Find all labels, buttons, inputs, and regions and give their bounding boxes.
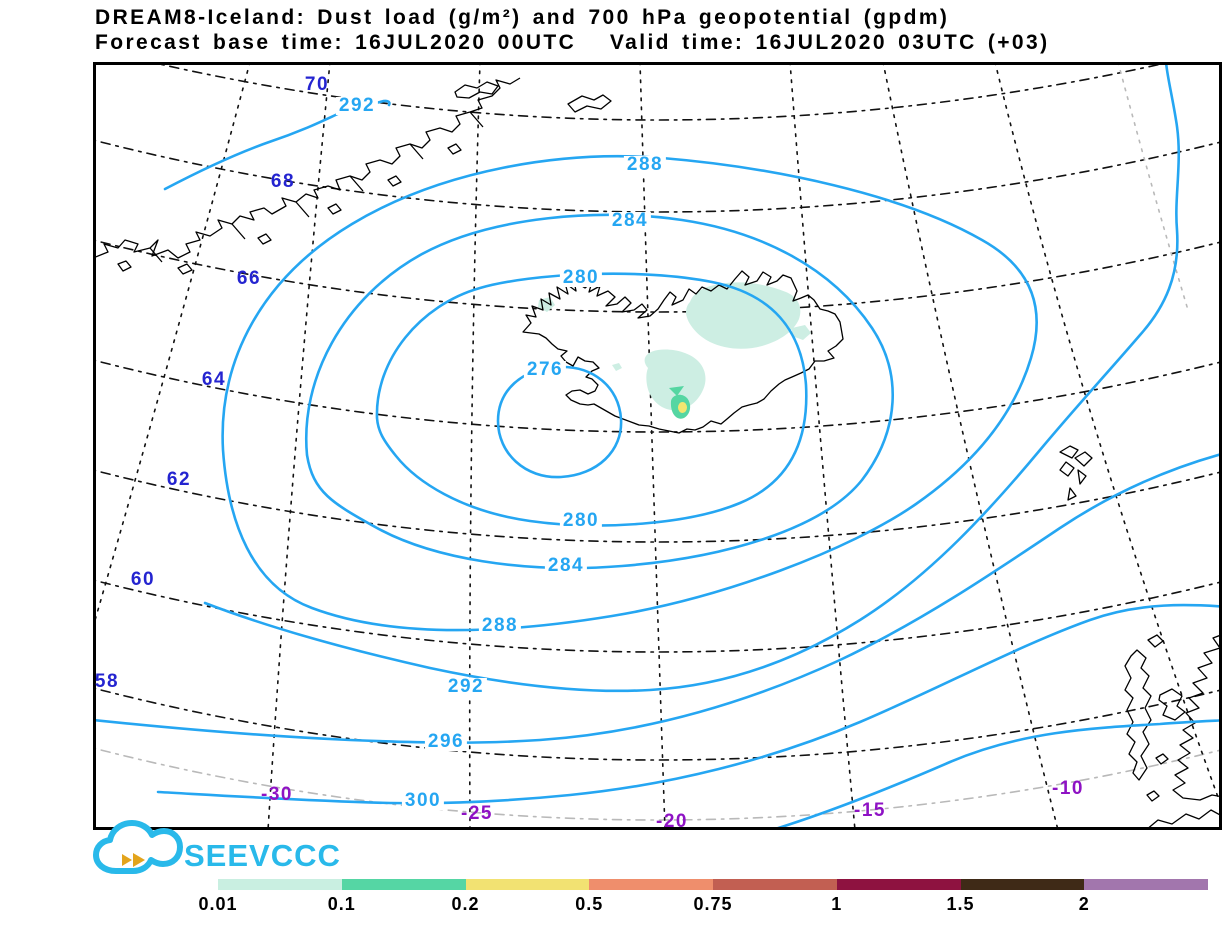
coastlines: [96, 77, 1219, 827]
seevccc-cloud-icon: [93, 820, 183, 874]
coastline-outer-hebrides: [1124, 634, 1169, 802]
legend-tick-label: 0.1: [327, 894, 356, 914]
contour-284-loop: [304, 213, 894, 570]
legend-tick-label: 0.01: [198, 894, 238, 914]
contour-300: [156, 603, 1219, 805]
legend-color-segment: 1.5: [946, 879, 1085, 914]
contour-280-loop: [375, 272, 808, 527]
legend-tick-label: 1: [831, 894, 843, 914]
dust-load-shading: [538, 282, 811, 419]
contour-292-main: [203, 65, 1181, 693]
dust-load-legend: 0.01 0.1 0.2 0.5 0.75 1 1.5 2: [198, 879, 1208, 914]
map-subtitle-times: Forecast base time: 16JUL2020 00UTC Vali…: [95, 31, 1050, 54]
map-title: DREAM8-Iceland: Dust load (g/m²) and 700…: [95, 6, 950, 29]
dust-hotspot: [678, 402, 687, 413]
map-frame: [93, 62, 1222, 830]
legend-tick-label: 0.2: [451, 894, 480, 914]
coastline-scotland: [1148, 635, 1219, 827]
contour-288-loop: [221, 155, 1038, 632]
legend-color-segment: 0.01: [198, 879, 342, 914]
contour-304-unlabeled: [777, 719, 1219, 827]
legend-tick-label: 2: [1078, 894, 1090, 914]
logo-arrow-icon: [133, 853, 145, 867]
legend-color-segment: 0.1: [328, 879, 466, 914]
legend-color-segment: 2: [1079, 879, 1208, 914]
legend-tick-label: 0.5: [575, 894, 604, 914]
legend-tick-label: 0.75: [693, 894, 733, 914]
dust-patch-south-iceland: [644, 349, 706, 411]
dust-patch-east-iceland: [792, 325, 811, 340]
dust-patch-northeast-iceland: [686, 282, 801, 349]
legend-color-segment: 0.5: [575, 879, 713, 914]
legend-tick-label: 1.5: [946, 894, 975, 914]
geopotential-contours: [96, 65, 1219, 827]
legend-color-segment: 0.2: [451, 879, 590, 914]
logo-arrow-icon: [122, 854, 132, 866]
coastline-greenland-fragments: [454, 81, 612, 113]
contour-296: [96, 453, 1219, 744]
coastline-greenland: [96, 77, 521, 259]
legend-color-segment: 0.75: [693, 879, 837, 914]
dust-speck: [612, 363, 622, 371]
contour-292-northwest: [163, 99, 391, 191]
coastline-iceland: [522, 270, 844, 434]
coastline-faroe-islands: [1059, 445, 1093, 501]
seevccc-wordmark: SEEVCCC: [184, 838, 341, 873]
graticule-latitude-lines: [96, 65, 1219, 821]
dust-core-upper: [669, 386, 684, 396]
legend-color-segment: 1: [831, 879, 961, 914]
